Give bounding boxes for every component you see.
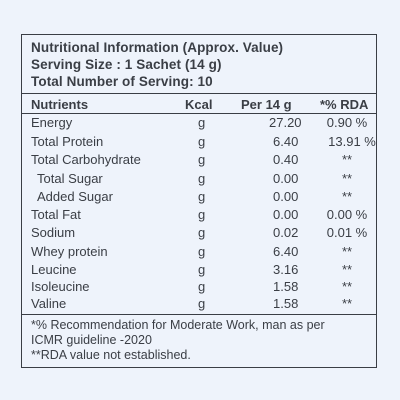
nutrient-rda: ** <box>341 244 353 259</box>
nutrient-name: Isoleucine <box>31 279 90 294</box>
nutrient-per-serving: 0.40 <box>273 152 299 167</box>
nutrient-per-serving: 27.20 <box>269 115 302 130</box>
nutrient-name: Valine <box>31 296 67 311</box>
table-row: Added Sugar g 0.00 ** <box>22 188 376 207</box>
nutrient-rda: ** <box>341 189 353 204</box>
label-title: Nutritional Information (Approx. Value) <box>31 40 284 55</box>
nutrient-name: Total Carbohydrate <box>31 152 141 167</box>
nutrient-unit: g <box>198 244 206 259</box>
nutrient-per-serving: 1.58 <box>273 296 299 311</box>
nutrient-per-serving: 1.58 <box>273 279 299 294</box>
nutrient-per-serving: 6.40 <box>273 134 299 149</box>
nutrient-rda: 0.00 % <box>326 207 368 222</box>
footer-divider <box>22 314 376 315</box>
table-row: Isoleucine g 1.58 ** <box>22 278 376 297</box>
table-row: Leucine g 3.16 ** <box>22 261 376 280</box>
nutrient-unit: g <box>198 279 206 294</box>
nutrient-unit: g <box>198 152 206 167</box>
nutrient-unit: g <box>198 296 206 311</box>
nutrient-unit: g <box>198 262 206 277</box>
table-row: Sodium g 0.02 0.01 % <box>22 224 376 243</box>
table-row: Total Protein g 6.40 13.91 % <box>22 133 376 152</box>
nutrient-rda: ** <box>341 296 353 311</box>
serving-size: Serving Size : 1 Sachet (14 g) <box>31 57 222 72</box>
nutrient-name: Whey protein <box>31 244 108 259</box>
nutrient-name: Total Fat <box>31 207 81 222</box>
col-header-rda: *% RDA <box>320 97 369 112</box>
nutrient-per-serving: 0.00 <box>273 189 299 204</box>
nutrient-name: Leucine <box>31 262 77 277</box>
nutrient-rda: ** <box>341 279 353 294</box>
col-header-nutrients: Nutrients <box>31 97 89 112</box>
nutrition-label <box>21 34 377 368</box>
nutrient-rda: ** <box>341 152 353 167</box>
nutrient-rda: 13.91 % <box>328 134 376 149</box>
table-row: Energy g 27.20 0.90 % <box>22 114 376 133</box>
header-divider <box>22 93 376 94</box>
nutrient-name: Total Sugar <box>37 171 103 186</box>
nutrient-unit: g <box>198 134 206 149</box>
nutrient-name: Sodium <box>31 225 76 240</box>
table-row: Total Sugar g 0.00 ** <box>22 170 376 189</box>
nutrient-name: Added Sugar <box>37 189 113 204</box>
nutrient-per-serving: 3.16 <box>273 262 299 277</box>
col-header-per: Per 14 g <box>241 97 292 112</box>
nutrient-per-serving: 0.00 <box>273 171 299 186</box>
nutrient-name: Energy <box>31 115 73 130</box>
nutrient-unit: g <box>198 115 206 130</box>
total-servings: Total Number of Serving: 10 <box>31 74 213 89</box>
nutrient-unit: g <box>198 171 206 186</box>
nutrient-rda: ** <box>341 262 353 277</box>
nutrient-rda: ** <box>341 171 353 186</box>
footnote-rda: *% Recommendation for Moderate Work, man… <box>31 318 325 332</box>
nutrient-per-serving: 6.40 <box>273 244 299 259</box>
table-row: Total Carbohydrate g 0.40 ** <box>22 151 376 170</box>
nutrient-unit: g <box>198 207 206 222</box>
table-row: Total Fat g 0.00 0.00 % <box>22 206 376 225</box>
table-row: Valine g 1.58 ** <box>22 295 376 314</box>
nutrient-rda: 0.90 % <box>326 115 368 130</box>
nutrient-per-serving: 0.02 <box>273 225 299 240</box>
nutrient-rda: 0.01 % <box>326 225 368 240</box>
table-header-divider <box>22 113 376 114</box>
col-header-kcal: Kcal <box>185 97 213 112</box>
footnote-not-established: **RDA value not established. <box>31 348 191 362</box>
footnote-guideline: ICMR guideline -2020 <box>31 333 152 347</box>
nutrient-name: Total Protein <box>31 134 104 149</box>
nutrient-unit: g <box>198 189 206 204</box>
nutrient-per-serving: 0.00 <box>273 207 299 222</box>
nutrient-unit: g <box>198 225 206 240</box>
table-row: Whey protein g 6.40 ** <box>22 243 376 262</box>
